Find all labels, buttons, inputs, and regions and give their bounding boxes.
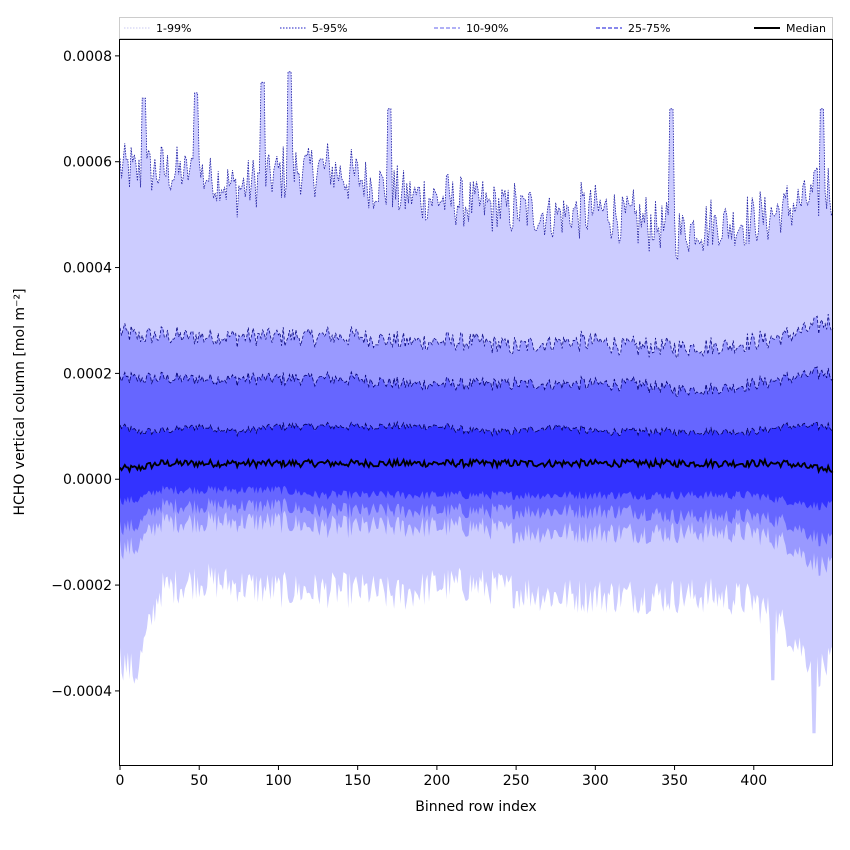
- plot-frame: [119, 39, 833, 766]
- legend-label: 5-95%: [312, 22, 347, 35]
- y-tick-label: 0.0008: [63, 49, 112, 65]
- x-tick-label: 200: [424, 773, 451, 789]
- legend-label: 25-75%: [628, 22, 670, 35]
- percentile-edge-lines: [119, 71, 834, 438]
- y-axis-label: HCHO vertical column [mol m⁻²]: [12, 288, 28, 515]
- y-axis-ticks: 0.0008 0.0006 0.0004 0.0002 0.0000 −0.0002 −0.…: [51, 49, 120, 700]
- band-10-90%-upper-line: [119, 366, 834, 398]
- band-25-75%-fill: [120, 422, 833, 511]
- x-tick-label: 250: [503, 773, 530, 789]
- x-axis-label: Binned row index: [415, 799, 536, 815]
- band-5-95%-upper-line: [119, 314, 834, 359]
- x-tick-label: 300: [582, 773, 609, 789]
- legend-label: 1-99%: [156, 22, 191, 35]
- x-tick-label: 50: [190, 773, 208, 789]
- x-tick-label: 100: [265, 773, 292, 789]
- x-tick-label: 350: [661, 773, 688, 789]
- x-tick-label: 0: [116, 773, 125, 789]
- median-line: [119, 456, 834, 475]
- x-tick-label: 150: [344, 773, 371, 789]
- legend: 1-99% 5-95% 10-90% 25-75% Median: [119, 17, 833, 39]
- x-tick-label: 400: [740, 773, 767, 789]
- y-tick-label: 0.0004: [63, 261, 112, 277]
- y-tick-label: 0.0000: [63, 472, 112, 488]
- band-25-75%-upper-line: [119, 420, 834, 438]
- legend-label: Median: [786, 22, 826, 35]
- y-tick-label: −0.0002: [51, 578, 112, 594]
- y-tick-label: −0.0004: [51, 684, 112, 700]
- legend-label: 10-90%: [466, 22, 508, 35]
- median-series: [119, 456, 834, 475]
- y-tick-label: 0.0006: [63, 155, 112, 171]
- band-1-99%-upper-line: [119, 71, 834, 262]
- y-tick-label: 0.0002: [63, 366, 112, 382]
- legend-box: [119, 17, 833, 39]
- x-axis-ticks: 0 50 100 150 200 250 300 350 400: [116, 765, 767, 789]
